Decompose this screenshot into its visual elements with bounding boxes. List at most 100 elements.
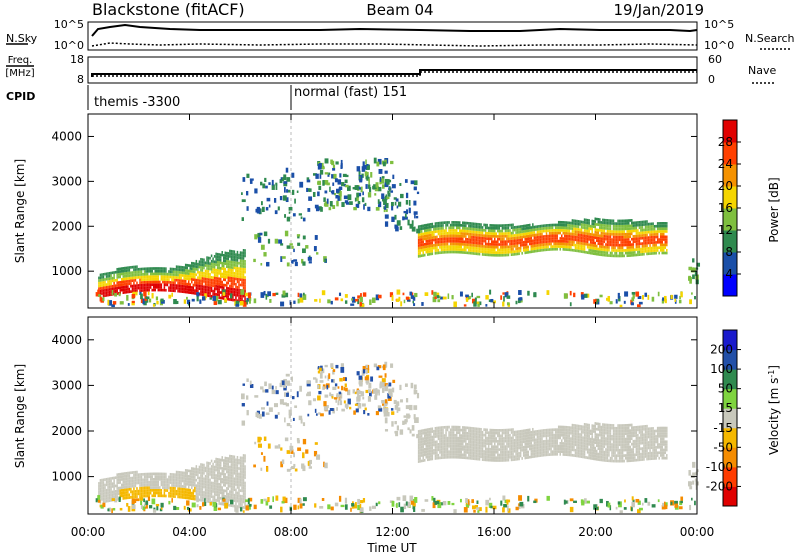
data-cell [140, 278, 143, 282]
data-cell [227, 470, 230, 474]
data-cell [239, 472, 242, 476]
data-cell [469, 235, 472, 239]
data-cell [186, 263, 188, 267]
data-cell [119, 275, 121, 279]
data-cell [171, 492, 173, 495]
data-cell [189, 272, 192, 276]
data-cell [542, 240, 545, 244]
data-cell [492, 226, 494, 230]
data-cell [448, 221, 450, 224]
data-cell [466, 227, 469, 230]
data-cell [233, 482, 236, 486]
data-cell [443, 439, 446, 443]
data-cell [384, 221, 389, 227]
data-cell [101, 286, 103, 290]
data-cell [662, 248, 665, 252]
data-cell [420, 437, 423, 441]
data-cell [149, 280, 152, 284]
data-cell [428, 430, 431, 434]
data-cell [200, 279, 202, 283]
data-cell [623, 230, 625, 233]
data-cell [145, 483, 147, 487]
data-cell [184, 266, 187, 270]
data-cell [125, 269, 128, 272]
data-cell [110, 490, 112, 494]
data-cell [178, 490, 181, 493]
data-cell [512, 242, 514, 246]
beam-title: Beam 04 [366, 1, 433, 19]
data-cell [602, 223, 604, 227]
data-cell [452, 226, 455, 230]
data-cell [213, 287, 216, 291]
data-cell [140, 475, 143, 479]
data-cell [134, 481, 137, 485]
data-cell [230, 490, 233, 494]
data-cell [343, 183, 347, 187]
data-cell [458, 425, 461, 429]
data-cell [148, 280, 150, 284]
data-cell [434, 295, 437, 300]
data-cell [99, 284, 102, 288]
data-cell [219, 269, 222, 273]
data-cell [469, 243, 472, 247]
data-cell [239, 459, 242, 462]
data-cell [222, 461, 225, 465]
data-cell [446, 245, 449, 249]
data-cell [140, 283, 143, 287]
data-cell [168, 478, 170, 482]
data-cell [434, 432, 437, 436]
data-cell [597, 247, 600, 251]
data-cell [483, 245, 485, 248]
data-cell [458, 442, 461, 446]
data-cell [536, 233, 539, 237]
data-cell [174, 473, 176, 477]
data-cell [533, 247, 536, 250]
data-cell [200, 471, 202, 475]
data-cell [328, 207, 332, 211]
data-cell [133, 268, 135, 272]
data-cell [203, 469, 205, 472]
data-cell [162, 278, 164, 281]
data-cell [436, 295, 440, 299]
data-cell [465, 453, 467, 457]
data-cell [175, 265, 178, 269]
data-cell [192, 275, 195, 279]
data-cell [148, 275, 150, 279]
data-cell [239, 294, 242, 298]
data-cell [226, 478, 228, 482]
data-cell [478, 241, 481, 245]
data-cell [184, 287, 187, 291]
data-cell [452, 431, 455, 434]
data-cell [609, 230, 612, 233]
data-cell [255, 208, 258, 213]
data-cell [661, 251, 663, 255]
data-cell [458, 237, 461, 241]
data-cell [573, 227, 575, 231]
data-cell [489, 232, 491, 235]
data-cell [171, 283, 173, 287]
data-cell [469, 445, 472, 449]
data-cell [545, 234, 548, 238]
data-cell [382, 197, 385, 202]
data-cell [325, 180, 329, 184]
data-cell [238, 483, 240, 487]
data-cell [471, 451, 473, 455]
data-cell [137, 267, 140, 271]
data-cell [586, 229, 589, 233]
data-cell [512, 239, 514, 243]
data-cell [501, 240, 504, 244]
data-cell [580, 220, 583, 224]
data-cell [149, 475, 152, 479]
data-cell [612, 222, 615, 225]
data-cell [140, 273, 143, 276]
data-cell [229, 263, 231, 266]
data-cell [437, 243, 440, 247]
data-cell [236, 477, 239, 481]
data-cell [481, 244, 484, 248]
data-cell [422, 440, 424, 443]
data-cell [437, 227, 440, 230]
data-cell [152, 277, 155, 281]
data-cell [486, 242, 488, 246]
data-cell [177, 268, 179, 271]
data-cell [624, 222, 627, 225]
